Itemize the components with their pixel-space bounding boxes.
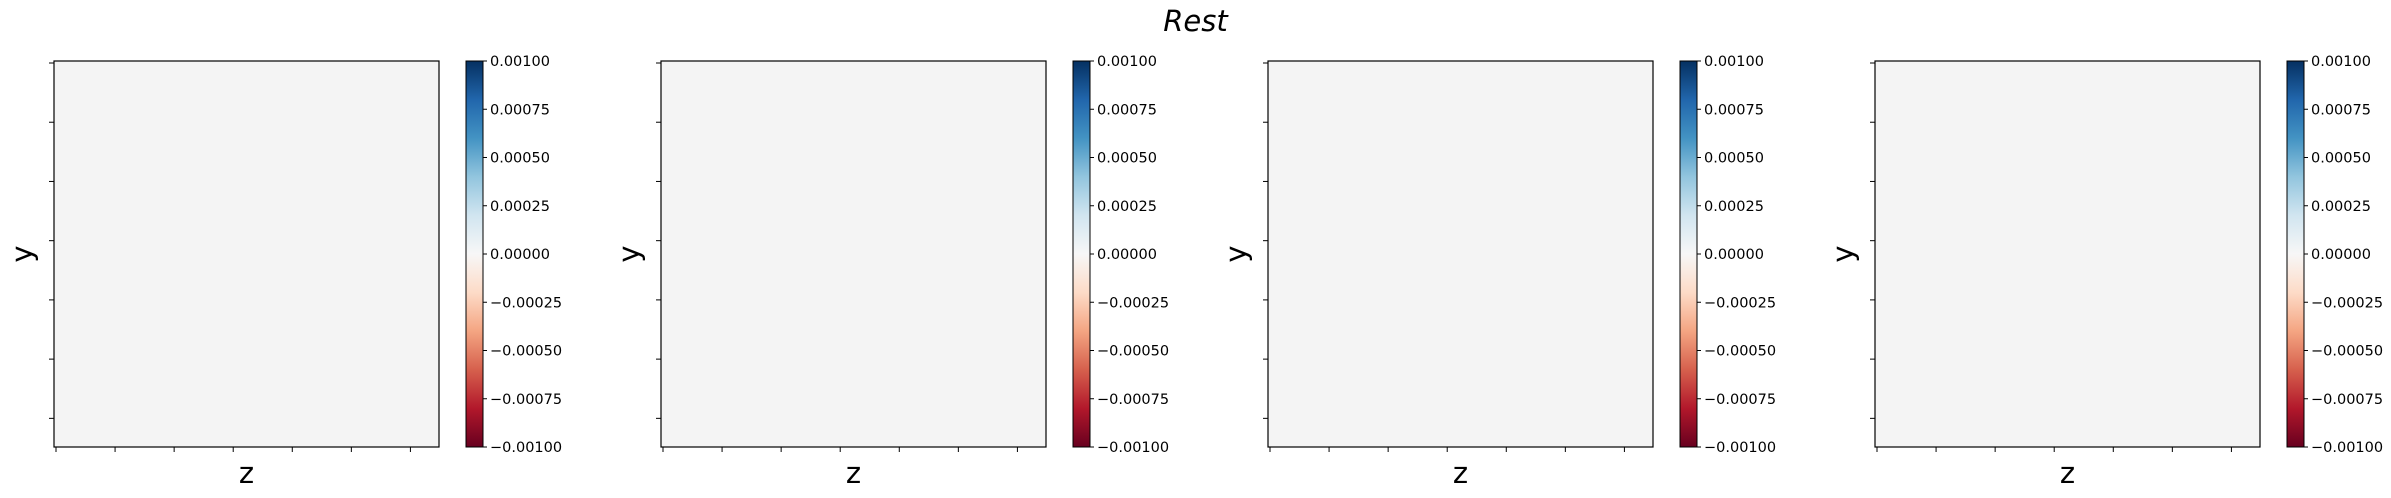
y-axis-label: y xyxy=(1826,245,1860,262)
colorbar-tick-label: −0.00100 xyxy=(2311,440,2383,456)
colorbar-tick-label: 0.00000 xyxy=(2311,247,2371,263)
colorbar-tick-label: −0.00050 xyxy=(1097,344,1169,360)
heatmap-panel-4: z y 0.00100 0.00075 0.00050 0.00025 0.00000 −0.… xyxy=(1826,54,2383,490)
heatmap-cell xyxy=(54,61,439,447)
colorbar-tick-label: −0.00025 xyxy=(2311,295,2383,311)
colorbar xyxy=(465,60,484,448)
figure-title: Rest xyxy=(1163,4,1228,38)
axes-frame xyxy=(1874,60,2261,448)
colorbar-tick-label: 0.00075 xyxy=(1097,102,1157,118)
colorbar-tick-label: 0.00100 xyxy=(1704,54,1764,70)
axes-frame xyxy=(53,60,440,448)
colorbar-tick-label: 0.00100 xyxy=(2311,54,2371,70)
colorbar-tick-label: −0.00075 xyxy=(1704,392,1776,408)
colorbar-tick-label: −0.00050 xyxy=(490,344,562,360)
colorbar xyxy=(2286,60,2305,448)
colorbar-tick-label: 0.00050 xyxy=(490,151,550,167)
colorbar-tick-label: 0.00025 xyxy=(1097,199,1157,215)
x-axis-label: z xyxy=(239,456,254,490)
colorbar-tick-label: 0.00075 xyxy=(490,102,550,118)
heatmap-cell xyxy=(1875,61,2260,447)
axes-frame xyxy=(1267,60,1654,448)
colorbar-tick-label: −0.00100 xyxy=(1704,440,1776,456)
x-axis-label: z xyxy=(2060,456,2075,490)
colorbar-tick-label: −0.00025 xyxy=(1097,295,1169,311)
colorbar-tick-label: 0.00050 xyxy=(1097,151,1157,167)
colorbar xyxy=(1072,60,1091,448)
heatmap-panel-3: z y 0.00100 0.00075 0.00050 0.00025 0.00000 −0.… xyxy=(1219,54,1776,490)
heatmap-cell xyxy=(661,61,1046,447)
x-axis-label: z xyxy=(846,456,861,490)
colorbar-tick-label: −0.00025 xyxy=(1704,295,1776,311)
colorbar xyxy=(1679,60,1698,448)
colorbar-tick-label: 0.00000 xyxy=(1704,247,1764,263)
y-axis-label: y xyxy=(612,245,646,262)
colorbar-tick-label: −0.00050 xyxy=(1704,344,1776,360)
colorbar-tick-label: 0.00050 xyxy=(2311,151,2371,167)
colorbar-tick-label: −0.00100 xyxy=(490,440,562,456)
colorbar-tick-label: 0.00025 xyxy=(1704,199,1764,215)
colorbar-tick-label: 0.00075 xyxy=(1704,102,1764,118)
colorbar-tick-label: 0.00025 xyxy=(490,199,550,215)
colorbar-tick-label: 0.00000 xyxy=(1097,247,1157,263)
axes-frame xyxy=(660,60,1047,448)
heatmap-panel-1: z y 0.00100 0.00075 0.00050 0.00025 0.00000 −0.… xyxy=(5,54,562,490)
colorbar-tick-label: −0.00075 xyxy=(1097,392,1169,408)
colorbar-tick-label: 0.00075 xyxy=(2311,102,2371,118)
colorbar-tick-label: −0.00075 xyxy=(490,392,562,408)
colorbar-tick-label: −0.00075 xyxy=(2311,392,2383,408)
x-axis-label: z xyxy=(1453,456,1468,490)
colorbar-tick-label: −0.00050 xyxy=(2311,344,2383,360)
colorbar-tick-label: 0.00000 xyxy=(490,247,550,263)
colorbar-tick-label: −0.00025 xyxy=(490,295,562,311)
colorbar-tick-label: 0.00050 xyxy=(1704,151,1764,167)
heatmap-panel-2: z y 0.00100 0.00075 0.00050 0.00025 0.00000 −0.… xyxy=(612,54,1169,490)
y-axis-label: y xyxy=(1219,245,1253,262)
y-axis-label: y xyxy=(5,245,39,262)
heatmap-cell xyxy=(1268,61,1653,447)
colorbar-tick-label: 0.00025 xyxy=(2311,199,2371,215)
colorbar-tick-label: 0.00100 xyxy=(490,54,550,70)
colorbar-tick-label: −0.00100 xyxy=(1097,440,1169,456)
colorbar-tick-label: 0.00100 xyxy=(1097,54,1157,70)
